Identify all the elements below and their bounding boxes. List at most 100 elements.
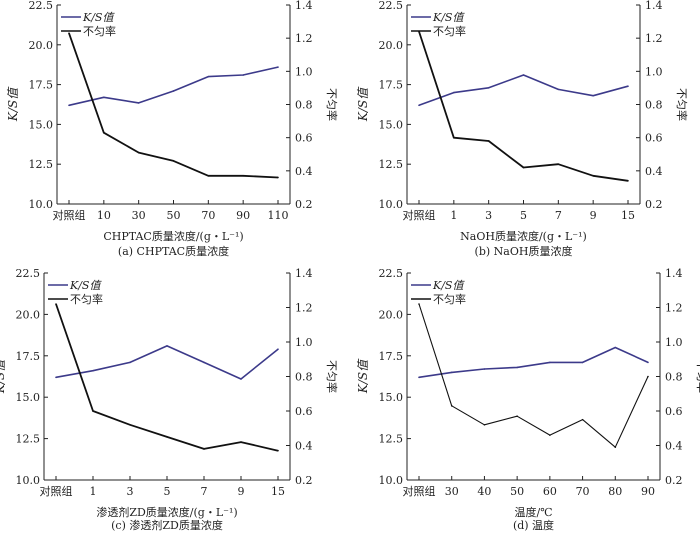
x-axis-title: 渗透剂ZD质量浓度/(g・L⁻¹) xyxy=(96,505,237,519)
chart-panel-1: 10.0 12.5 15.0 17.5 20.0 22.5 0.2 0.4 0.6 0.8 1.0 1… xyxy=(6,0,339,258)
chart-panel-3: 10.0 12.5 15.0 17.5 20.0 22.5 0.2 0.4 0.6 0.8 1.0 1… xyxy=(0,267,339,532)
x-tick-label: 50 xyxy=(510,485,524,498)
unevenness-point xyxy=(516,415,518,417)
right-tick-label: 1.0 xyxy=(645,65,663,78)
x-tick-label: 3 xyxy=(485,209,492,222)
y-axis-title: K/S值 xyxy=(6,86,20,122)
x-tick-label: 5 xyxy=(520,209,527,222)
right-tick-label: 0.2 xyxy=(295,474,313,487)
ks-point xyxy=(55,376,57,379)
x-tick-label: 90 xyxy=(641,485,655,498)
right-tick-label: 1.4 xyxy=(645,0,663,12)
x-tick-label: 90 xyxy=(236,209,250,222)
panel-caption: (a) CHPTAC质量浓度 xyxy=(118,244,229,258)
left-tick-label: 10.0 xyxy=(16,474,41,487)
x-tick-label: 60 xyxy=(543,485,557,498)
right-tick-label: 0.4 xyxy=(295,165,313,178)
ks-point xyxy=(418,376,420,379)
right-tick-label: 1.4 xyxy=(295,0,313,12)
left-tick-label: 12.5 xyxy=(379,158,404,171)
unevenness-point xyxy=(240,441,242,443)
left-tick-label: 10.0 xyxy=(29,198,54,211)
unevenness-point xyxy=(207,175,210,177)
x-tick-label: 1 xyxy=(90,485,97,498)
y2-axis-title: 不匀率 xyxy=(675,88,689,121)
unevenness-series-line xyxy=(418,31,629,182)
unevenness-point xyxy=(647,375,649,378)
x-tick-label: 15 xyxy=(271,485,285,498)
x-tick-label: 10 xyxy=(97,209,111,222)
ks-point xyxy=(627,85,629,87)
left-tick-label: 10.0 xyxy=(379,198,404,211)
left-tick-label: 22.5 xyxy=(379,267,404,280)
unevenness-point xyxy=(92,410,94,412)
x-tick-label: 50 xyxy=(167,209,181,222)
ks-point xyxy=(240,378,242,380)
x-tick-label: 30 xyxy=(445,485,459,498)
unevenness-point xyxy=(614,446,617,449)
legend-label-ks: K/S值 xyxy=(432,279,465,292)
right-tick-label: 1.0 xyxy=(295,336,313,349)
right-tick-label: 1.2 xyxy=(645,32,663,45)
ks-point xyxy=(207,75,210,78)
unevenness-point xyxy=(549,434,551,436)
ks-point xyxy=(277,66,279,68)
left-tick-label: 22.5 xyxy=(379,0,404,12)
unevenness-point xyxy=(581,418,584,421)
left-tick-label: 10.0 xyxy=(379,474,404,487)
ks-point xyxy=(68,104,70,107)
legend-label-unevenness: 不匀率 xyxy=(433,24,466,38)
right-tick-label: 0.8 xyxy=(665,371,683,384)
x-tick-label: 9 xyxy=(590,209,597,222)
unevenness-point xyxy=(592,175,594,177)
left-tick-label: 20.0 xyxy=(379,308,404,321)
unevenness-point xyxy=(68,32,70,34)
unevenness-point xyxy=(277,449,279,452)
left-tick-label: 15.0 xyxy=(16,391,41,404)
right-tick-label: 1.2 xyxy=(295,32,313,45)
ks-point xyxy=(172,90,175,92)
ks-point xyxy=(549,361,551,364)
unevenness-point xyxy=(522,166,525,169)
unevenness-point xyxy=(483,424,486,426)
unevenness-point xyxy=(129,424,131,426)
ks-point xyxy=(592,94,594,97)
x-tick-label: 对照组 xyxy=(403,208,436,222)
legend-label-unevenness: 不匀率 xyxy=(70,292,103,306)
unevenness-point xyxy=(242,175,244,177)
x-axis-title: CHPTAC质量浓度/(g・L⁻¹) xyxy=(103,229,243,243)
ks-point xyxy=(581,361,584,364)
left-tick-label: 15.0 xyxy=(29,118,54,131)
y2-axis-title: 不匀率 xyxy=(325,360,339,393)
unevenness-series-line xyxy=(68,32,279,179)
ks-series-line xyxy=(418,74,629,107)
ks-point xyxy=(647,361,649,364)
right-tick-label: 0.2 xyxy=(645,198,663,211)
legend-label-unevenness: 不匀率 xyxy=(83,24,116,38)
right-tick-label: 1.0 xyxy=(295,65,313,78)
left-tick-label: 17.5 xyxy=(29,79,54,92)
x-tick-label: 7 xyxy=(201,485,208,498)
ks-point xyxy=(92,369,94,372)
right-tick-label: 1.2 xyxy=(665,302,683,315)
unevenness-point xyxy=(418,303,420,305)
left-tick-label: 17.5 xyxy=(16,350,41,363)
unevenness-point xyxy=(166,436,168,438)
ks-point xyxy=(242,74,244,76)
unevenness-point xyxy=(55,303,57,305)
x-tick-label: 对照组 xyxy=(40,484,73,498)
left-tick-label: 17.5 xyxy=(379,350,404,363)
right-tick-label: 0.8 xyxy=(295,371,313,384)
ks-point xyxy=(129,361,131,364)
right-tick-label: 0.8 xyxy=(295,99,313,112)
left-tick-label: 20.0 xyxy=(29,39,54,52)
legend-label-ks: K/S值 xyxy=(82,11,115,24)
legend-label-ks: K/S值 xyxy=(69,279,102,292)
x-tick-label: 30 xyxy=(132,209,146,222)
x-tick-label: 对照组 xyxy=(403,484,436,498)
ks-point xyxy=(483,368,486,370)
x-tick-label: 3 xyxy=(127,485,134,498)
right-tick-label: 1.0 xyxy=(665,336,683,349)
ks-point xyxy=(487,86,490,89)
